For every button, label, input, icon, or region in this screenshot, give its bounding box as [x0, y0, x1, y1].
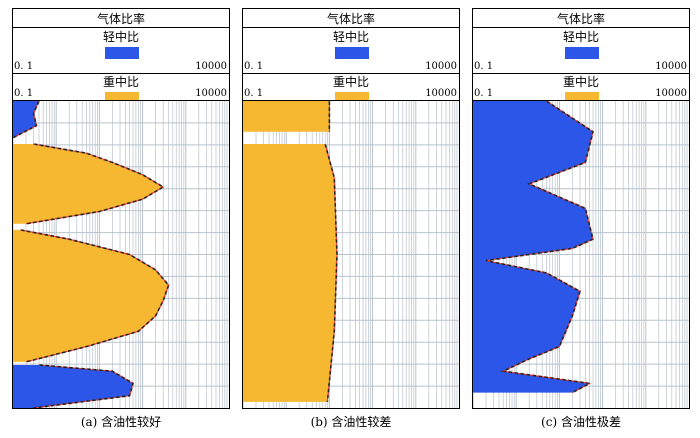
log-plot-b: [243, 101, 459, 408]
heavy-ratio-zone-outline-red: [20, 229, 170, 363]
light-scale-line: [243, 73, 459, 74]
log-plot-a: [13, 101, 229, 408]
light-ratio-swatch: [335, 47, 369, 59]
heavy-scale-min: 0. 1: [14, 88, 34, 99]
caption-a: (a) 含油性较好: [80, 415, 162, 429]
panel-header: 气体比率 轻中比 0. 1 10000 重中比 0. 1 10000: [243, 9, 459, 101]
panel-header: 气体比率 轻中比 0. 1 10000 重中比 0. 1 10000: [13, 9, 229, 101]
light-ratio-zone: [13, 101, 39, 138]
heavy-scale-max: 10000: [195, 88, 227, 99]
caption-b: (b) 含油性较差: [310, 415, 392, 429]
light-ratio-label: 轻中比: [562, 30, 599, 44]
panel-header: 气体比率 轻中比 0. 1 10000 重中比 0. 1 10000: [473, 9, 689, 101]
light-scale-max: 10000: [425, 61, 457, 72]
heavy-scale-min: 0. 1: [244, 88, 264, 99]
track-title: 气体比率: [473, 11, 689, 28]
light-ratio-zone-outline-red: [485, 101, 594, 394]
track-title: 气体比率: [13, 11, 229, 28]
panel-a: 气体比率 轻中比 0. 1 10000 重中比 0. 1 10000: [12, 8, 230, 409]
heavy-ratio-zone-outline: [324, 143, 338, 402]
light-ratio-zone-outline-red: [33, 364, 134, 408]
light-ratio-label: 轻中比: [102, 30, 139, 44]
heavy-scale-max: 10000: [655, 88, 687, 99]
light-ratio-zone-outline: [33, 364, 134, 408]
light-scale-max: 10000: [655, 61, 687, 72]
heavy-ratio-zone: [13, 229, 169, 362]
light-scale-min: 0. 1: [474, 61, 494, 72]
heavy-ratio-zone: [243, 101, 330, 132]
light-ratio-swatch: [105, 47, 139, 59]
heavy-ratio-zone-outline-red: [324, 143, 338, 402]
light-ratio-zone: [473, 101, 593, 393]
light-ratio-zone-outline-red: [13, 101, 40, 139]
light-ratio-zone-outline: [485, 101, 594, 394]
heavy-ratio-swatch: [565, 92, 599, 100]
heavy-ratio-label: 重中比: [562, 75, 599, 89]
heavy-scale-min: 0. 1: [474, 88, 494, 99]
log-plot-c: [473, 101, 689, 408]
heavy-ratio-label: 重中比: [102, 75, 139, 89]
caption-c: (c) 含油性极差: [541, 415, 621, 429]
heavy-ratio-label: 重中比: [332, 75, 369, 89]
light-ratio-zone: [13, 365, 133, 408]
heavy-ratio-swatch: [105, 92, 139, 100]
heavy-ratio-swatch: [335, 92, 369, 100]
light-scale-min: 0. 1: [244, 61, 264, 72]
light-ratio-swatch: [565, 47, 599, 59]
light-scale-line: [473, 73, 689, 74]
heavy-scale-max: 10000: [425, 88, 457, 99]
light-scale-line: [13, 73, 229, 74]
light-scale-min: 0. 1: [14, 61, 34, 72]
heavy-ratio-zone-outline: [20, 229, 170, 363]
light-scale-max: 10000: [195, 61, 227, 72]
heavy-ratio-zone-outline: [25, 143, 165, 225]
heavy-ratio-zone: [243, 144, 337, 402]
heavy-ratio-zone-outline-red: [25, 143, 165, 225]
panel-b: 气体比率 轻中比 0. 1 10000 重中比 0. 1 10000: [242, 8, 460, 409]
light-ratio-label: 轻中比: [332, 30, 369, 44]
track-title: 气体比率: [243, 11, 459, 28]
panel-c: 气体比率 轻中比 0. 1 10000 重中比 0. 1 10000: [472, 8, 690, 409]
